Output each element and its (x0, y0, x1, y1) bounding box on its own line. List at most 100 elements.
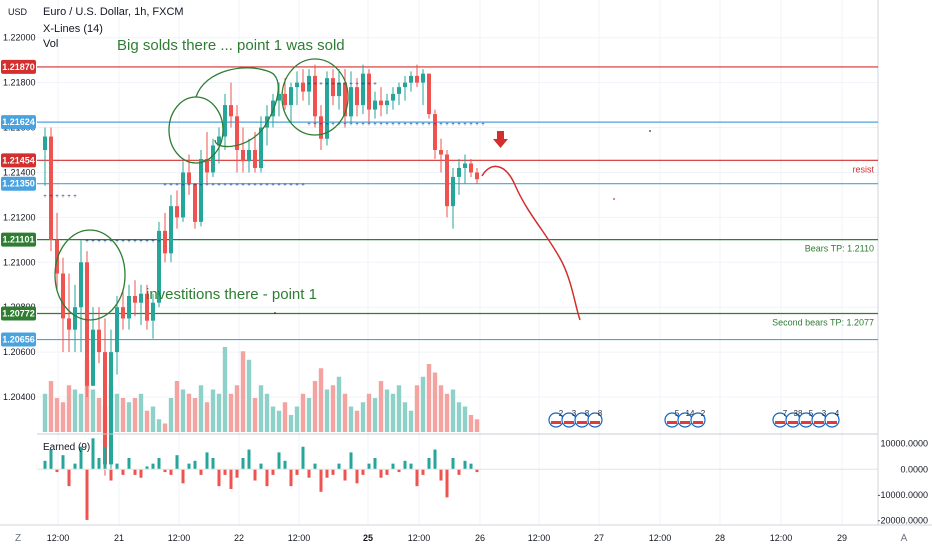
event-badge-stripe (564, 421, 574, 424)
candle-body (349, 87, 353, 117)
event-badge-stripe (577, 421, 587, 424)
volume-bar (414, 385, 420, 432)
earned-tick-label: 10000.0000 (880, 439, 928, 449)
earned-bar (439, 469, 443, 481)
volume-bar (210, 389, 216, 432)
time-axis[interactable]: 12:00 21 12:00 22 12:00 25 12:00 26 12:00 27 12:00… (47, 533, 847, 543)
xline-marker: + (217, 183, 221, 189)
xline-marker: + (343, 82, 347, 88)
volume-bar (360, 402, 366, 432)
candle-body (91, 329, 95, 386)
earned-bar (133, 469, 137, 475)
volume-bar (378, 381, 384, 432)
xline-marker: + (355, 82, 359, 88)
earned-bar (457, 469, 461, 475)
volume-bar (384, 389, 390, 432)
time-tick-label: 12:00 (47, 533, 70, 543)
volume-bar (456, 402, 462, 432)
badges-28: 5 14 2 (664, 409, 706, 428)
event-badge-count: 3 (822, 409, 827, 418)
xline-marker: + (331, 122, 335, 128)
candle-body (343, 82, 347, 117)
earned-bar (247, 449, 251, 470)
xline-marker: + (373, 82, 377, 88)
xline-marker: + (241, 183, 245, 189)
earned-bar (451, 458, 455, 470)
time-tick-label: 12:00 (649, 533, 672, 543)
earned-bar (421, 469, 425, 475)
candle-body (109, 352, 113, 465)
earned-bar (337, 463, 341, 470)
xline-marker: + (103, 239, 107, 245)
xline-marker: + (337, 82, 341, 88)
xline-marker: + (223, 183, 227, 189)
event-badge-stripe (827, 421, 837, 424)
indicator-vol[interactable]: Vol (43, 38, 59, 50)
time-tick-label: 12:00 (770, 533, 793, 543)
xline-marker: + (361, 122, 365, 128)
xline-marker: + (151, 239, 155, 245)
volume-bar (186, 393, 192, 432)
earned-bar (49, 449, 53, 470)
xline-marker: + (349, 82, 353, 88)
candle-body (157, 230, 161, 303)
xline-marker: + (325, 122, 329, 128)
xline-marker: + (229, 183, 233, 189)
volume-bar (144, 410, 150, 432)
event-badge-stripe (667, 421, 677, 424)
earned-bar (385, 469, 389, 475)
candle-body (55, 239, 59, 274)
time-tick-label: 26 (475, 533, 485, 543)
level-price-tag-text: 1.21101 (2, 235, 34, 245)
time-tick-label: 12:00 (408, 533, 431, 543)
xline-marker: + (379, 122, 383, 128)
price-tick-label: 1.21400 (3, 167, 36, 177)
candle-body (319, 116, 323, 139)
candle-body (247, 150, 251, 162)
volume-bar (72, 389, 78, 432)
event-badges[interactable]: 2 3 8 8 5 14 2 7 38 5 3 4 (548, 409, 840, 428)
volume-bar (258, 385, 264, 432)
xline-marker: + (145, 239, 149, 245)
event-badge-count: 8 (585, 409, 590, 418)
earned-bar (427, 458, 431, 470)
xline-marker: + (187, 183, 191, 189)
candle-body (97, 329, 101, 353)
xline-marker: + (361, 82, 365, 88)
earned-bar (127, 458, 131, 470)
xline-marker: + (247, 183, 251, 189)
volume-bar (174, 381, 180, 432)
volume-bar (270, 406, 276, 432)
candle-body (295, 82, 299, 88)
candle-body (391, 93, 395, 101)
down-arrow-icon (493, 131, 508, 148)
volume-bar (60, 402, 66, 432)
badges-29: 7 38 5 3 4 (772, 409, 840, 428)
earned-bar (223, 469, 227, 475)
volume-bar (450, 389, 456, 432)
price-axis[interactable]: 1.220001.218001.216001.214001.212001.210… (1, 33, 36, 402)
indicator-xlines[interactable]: X-Lines (14) (43, 23, 103, 35)
candle-body (433, 114, 437, 151)
xline-marker: + (403, 122, 407, 128)
z-button[interactable]: Z (15, 533, 21, 544)
earned-axis[interactable]: 10000.0000 0.0000 -10000.0000 -20000.0000 (877, 439, 928, 526)
volume-bar (402, 402, 408, 432)
xline-marker: + (439, 122, 443, 128)
level-price-tag-text: 1.21454 (2, 155, 35, 165)
xline-marker: + (469, 122, 473, 128)
price-tick-label: 1.21800 (3, 78, 36, 88)
candle-body (139, 293, 143, 303)
xline-marker: + (481, 122, 485, 128)
candle-body (409, 75, 413, 83)
earned-bar (277, 452, 281, 470)
xline-marker: + (175, 183, 179, 189)
event-badge-stripe (788, 421, 798, 424)
earned-bar (109, 469, 113, 481)
candle-body (289, 87, 293, 106)
earned-bar (307, 469, 311, 478)
volume-bar (294, 406, 300, 432)
a-button[interactable]: A (901, 533, 908, 544)
